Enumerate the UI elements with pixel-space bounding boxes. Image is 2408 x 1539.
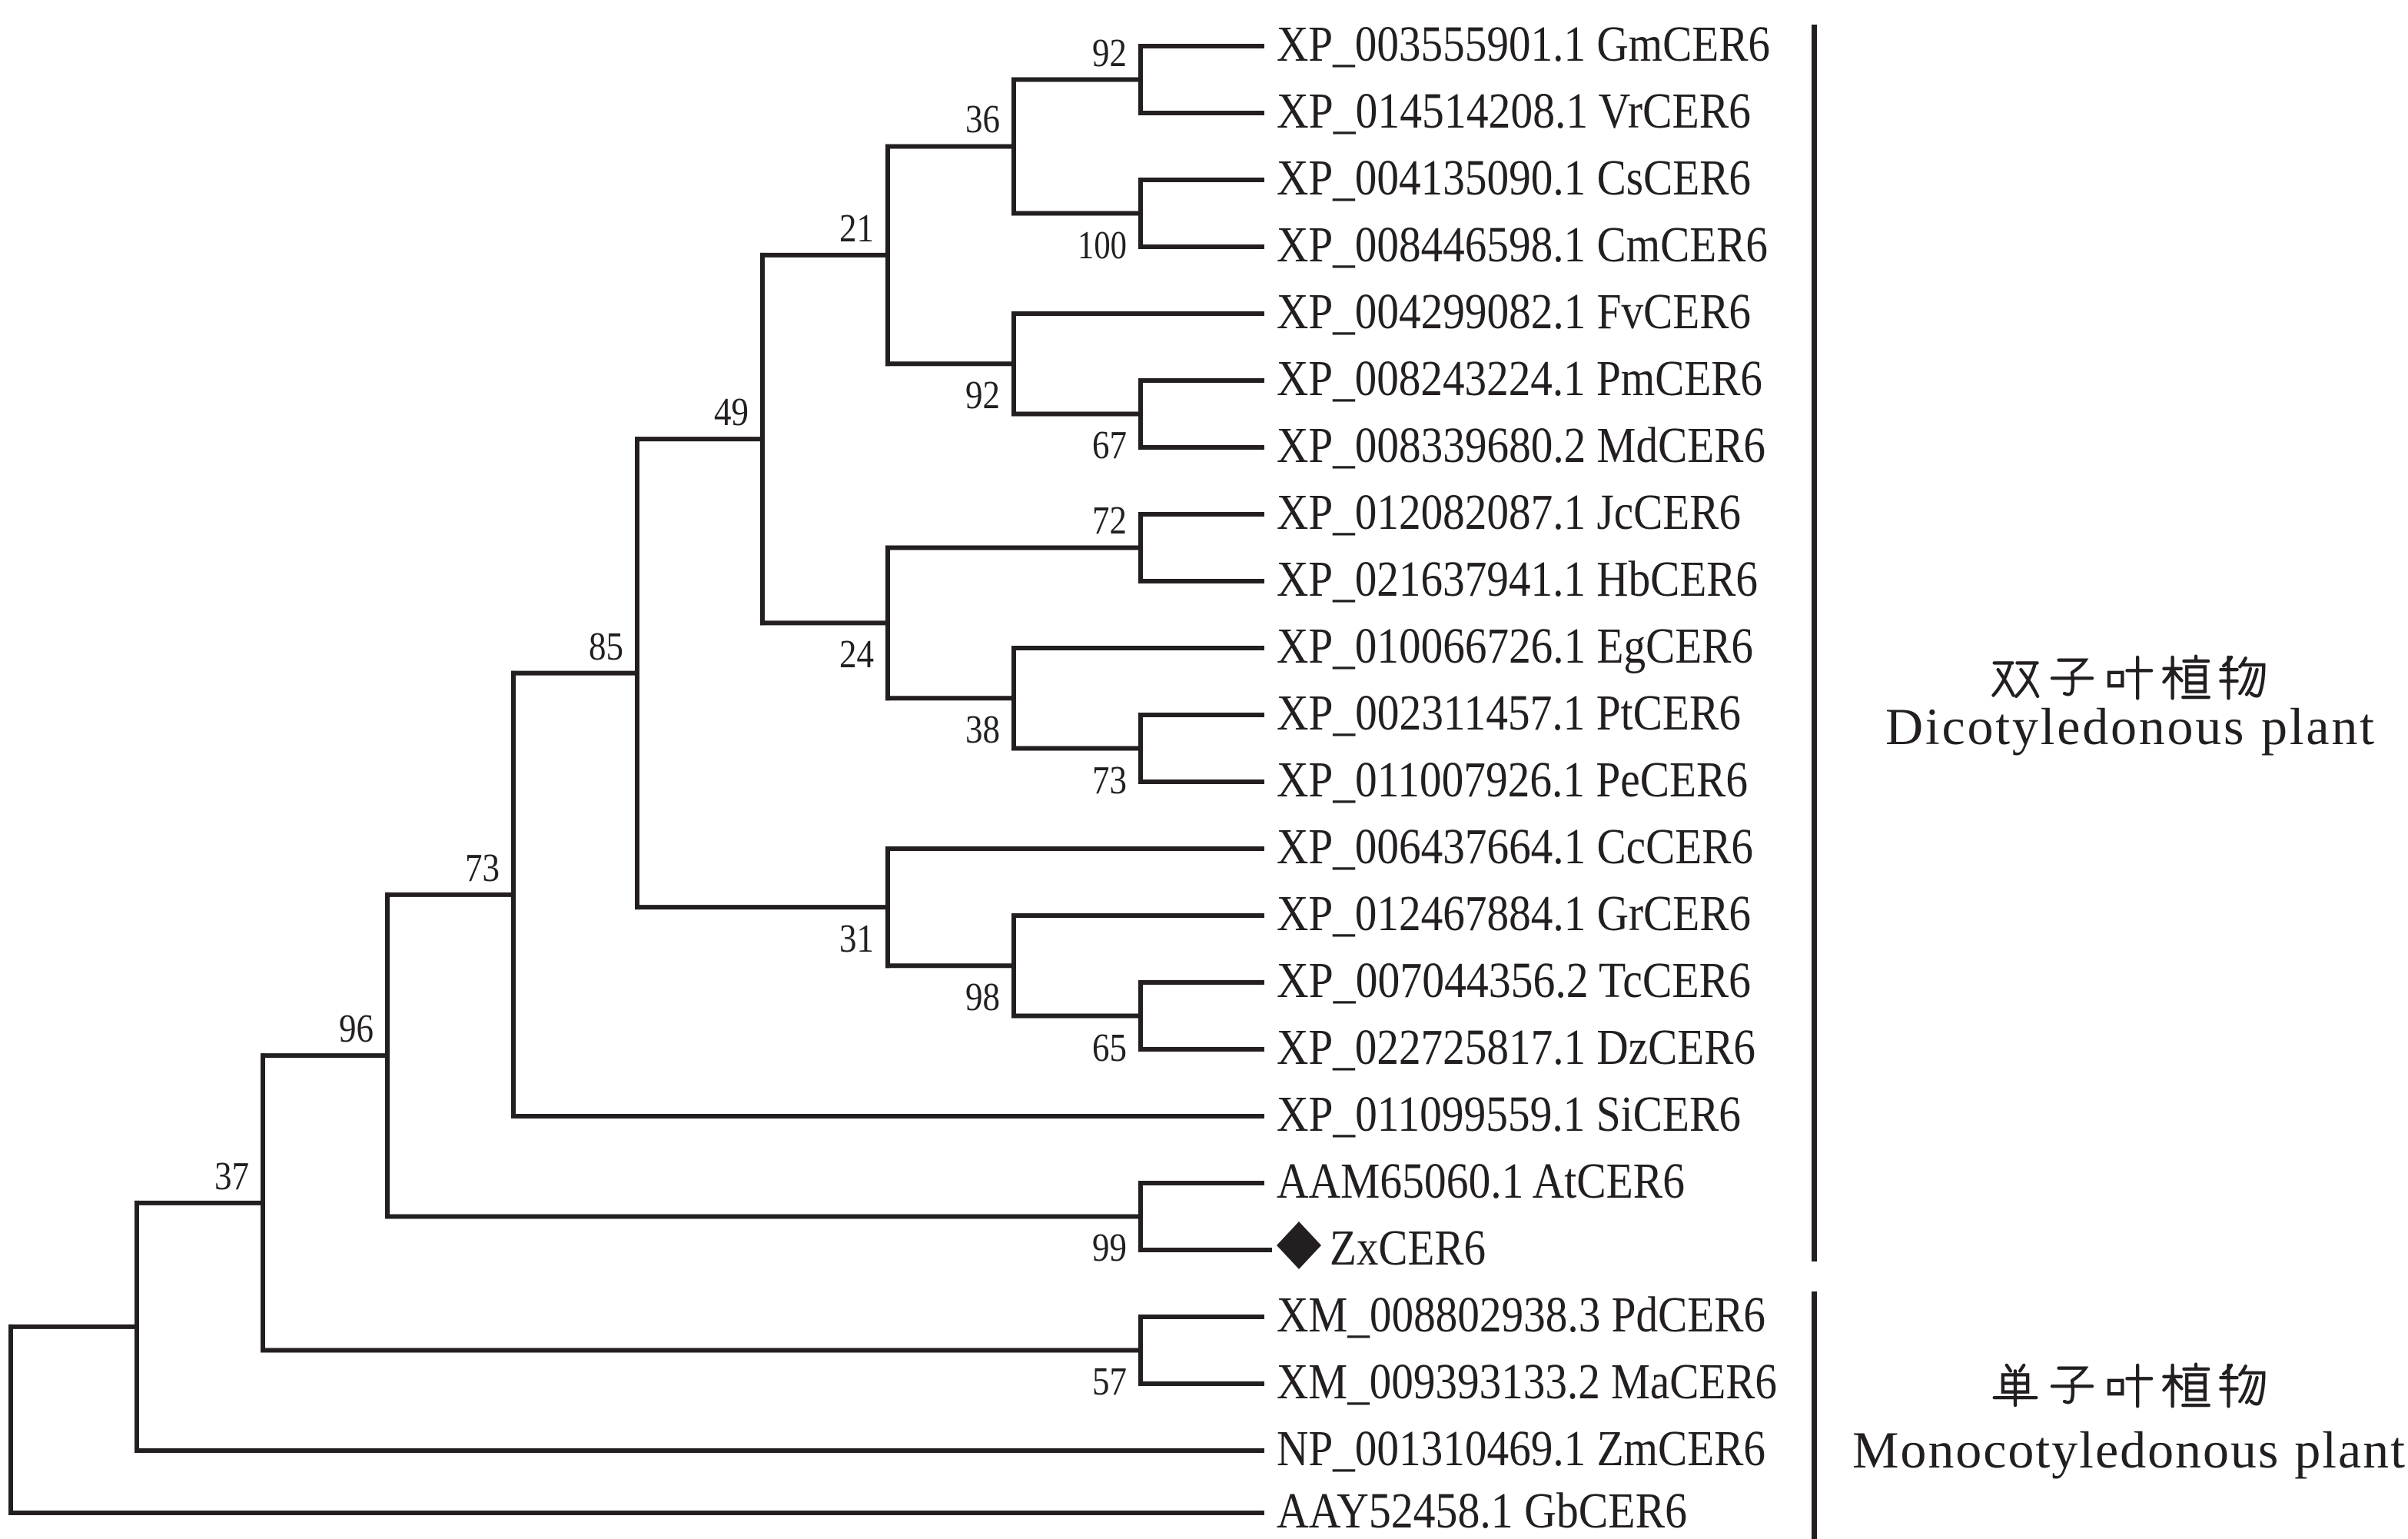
svg-text:XP_007044356.2 TcCER6: XP_007044356.2 TcCER6: [1277, 952, 1751, 1009]
svg-text:XM_008802938.3 PdCER6: XM_008802938.3 PdCER6: [1277, 1287, 1765, 1343]
svg-text:85: 85: [589, 625, 623, 669]
svg-text:XP_008243224.1 PmCER6: XP_008243224.1 PmCER6: [1277, 351, 1762, 407]
svg-text:73: 73: [465, 846, 500, 890]
svg-text:49: 49: [714, 391, 749, 434]
svg-text:XP_004135090.1 CsCER6: XP_004135090.1 CsCER6: [1277, 150, 1751, 206]
svg-text:Dicotyledonous plant: Dicotyledonous plant: [1885, 697, 2374, 756]
svg-text:XP_002311457.1 PtCER6: XP_002311457.1 PtCER6: [1277, 685, 1741, 741]
svg-text:57: 57: [1092, 1360, 1127, 1404]
svg-text:XP_011099559.1 SiCER6: XP_011099559.1 SiCER6: [1277, 1086, 1741, 1142]
svg-text:XP_008446598.1 CmCER6: XP_008446598.1 CmCER6: [1277, 217, 1768, 273]
svg-text:67: 67: [1092, 424, 1127, 467]
svg-text:XP_014514208.1 VrCER6: XP_014514208.1 VrCER6: [1277, 83, 1751, 139]
svg-text:72: 72: [1092, 499, 1127, 543]
svg-text:NP_001310469.1 ZmCER6: NP_001310469.1 ZmCER6: [1277, 1421, 1765, 1477]
svg-text:XP_011007926.1 PeCER6: XP_011007926.1 PeCER6: [1277, 752, 1748, 808]
svg-text:AAY52458.1 GbCER6: AAY52458.1 GbCER6: [1277, 1483, 1687, 1539]
svg-text:38: 38: [965, 708, 1000, 752]
svg-text:Monocotyledonous plant: Monocotyledonous plant: [1852, 1421, 2405, 1479]
svg-text:24: 24: [839, 633, 874, 676]
svg-text:XP_003555901.1 GmCER6: XP_003555901.1 GmCER6: [1277, 16, 1770, 72]
svg-text:ZxCER6: ZxCER6: [1330, 1220, 1486, 1276]
svg-text:92: 92: [1092, 32, 1127, 75]
svg-text:99: 99: [1092, 1226, 1127, 1270]
svg-text:XP_012082087.1 JcCER6: XP_012082087.1 JcCER6: [1277, 484, 1741, 540]
svg-text:21: 21: [839, 207, 874, 251]
svg-text:37: 37: [214, 1155, 249, 1198]
svg-text:92: 92: [965, 374, 1000, 417]
svg-text:XP_006437664.1 CcCER6: XP_006437664.1 CcCER6: [1277, 819, 1753, 875]
svg-text:73: 73: [1092, 759, 1127, 803]
svg-text:XP_022725817.1 DzCER6: XP_022725817.1 DzCER6: [1277, 1019, 1755, 1075]
svg-text:XP_012467884.1 GrCER6: XP_012467884.1 GrCER6: [1277, 886, 1751, 942]
svg-text:XP_021637941.1 HbCER6: XP_021637941.1 HbCER6: [1277, 551, 1758, 607]
svg-text:98: 98: [965, 976, 1000, 1019]
svg-text:XP_008339680.2 MdCER6: XP_008339680.2 MdCER6: [1277, 417, 1765, 474]
svg-text:XP_010066726.1 EgCER6: XP_010066726.1 EgCER6: [1277, 618, 1753, 674]
svg-text:36: 36: [965, 98, 1000, 141]
svg-text:96: 96: [339, 1007, 374, 1051]
svg-text:AAM65060.1 AtCER6: AAM65060.1 AtCER6: [1277, 1153, 1685, 1209]
svg-text:31: 31: [839, 917, 874, 961]
svg-text:65: 65: [1092, 1026, 1127, 1070]
svg-text:XP_004299082.1 FvCER6: XP_004299082.1 FvCER6: [1277, 284, 1751, 340]
svg-text:XM_009393133.2 MaCER6: XM_009393133.2 MaCER6: [1277, 1354, 1777, 1410]
svg-text:100: 100: [1078, 224, 1127, 268]
